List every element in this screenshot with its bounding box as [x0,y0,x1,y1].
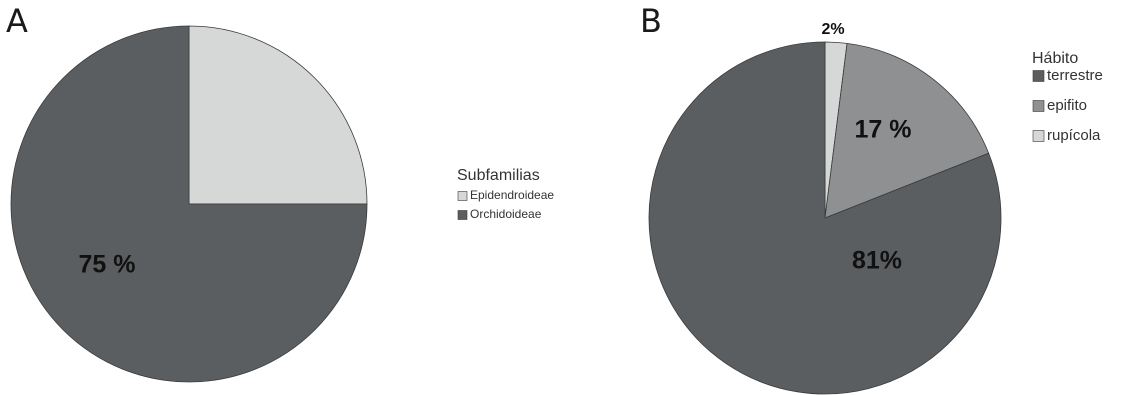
legend-swatch [1032,70,1045,82]
legend-item-label: Orchidoideae [470,207,542,221]
pie-chart-b: 2% 17 % 81% [648,21,1002,395]
pie-slice-orchidoideae [10,25,368,383]
pie-slice-terrestre [648,41,1002,395]
legend-item-label: rupícola [1047,127,1101,144]
legend-title: Subfamilias [457,167,540,184]
legend-swatch [457,191,468,201]
legend-item-label: epifito [1047,97,1087,114]
legend-a: Subfamilias Epidendroideae Orchidoideae [457,167,554,221]
pie-slice-epidendroideae [188,25,368,205]
pie-slice-epifito [824,42,990,219]
legend-item-label: Epidendroideae [470,188,554,202]
slice-label-epifito: 17 % [855,116,912,144]
slice-label-terrestre: 81% [852,247,902,275]
legend-swatch [1032,130,1045,142]
pie-chart-a: 25 %75 % [10,25,368,383]
panel-label-a: A [6,2,28,40]
legend-swatch [457,210,468,220]
panel-label-b: B [640,2,662,40]
slice-label-orchidoideae: 75 % [79,251,136,279]
legend-item-label: terrestre [1047,67,1103,84]
legend-title: Hábito [1032,50,1078,67]
legend-swatch [1032,100,1045,112]
slice-label-rupicola: 2% [821,21,844,38]
